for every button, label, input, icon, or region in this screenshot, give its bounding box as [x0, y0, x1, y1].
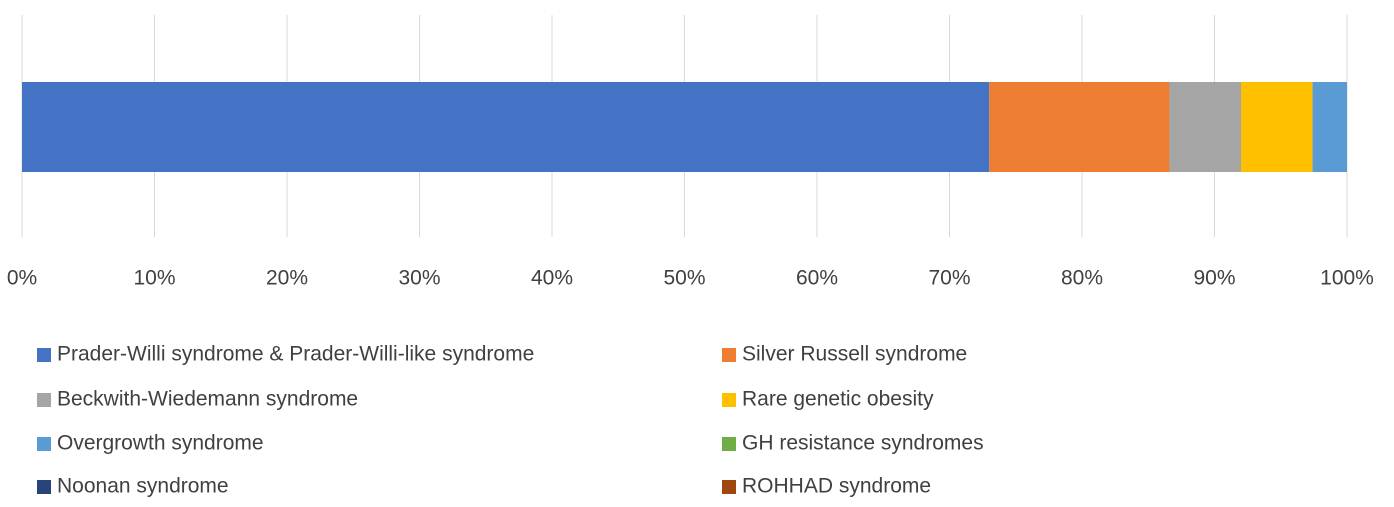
bar-segment — [1169, 82, 1241, 172]
x-tick-label: 30% — [398, 267, 440, 290]
bar-segment — [1241, 82, 1313, 172]
x-tick-label: 50% — [663, 267, 705, 290]
legend-swatch — [722, 480, 736, 494]
x-tick-label: 60% — [796, 267, 838, 290]
x-tick-label: 10% — [133, 267, 175, 290]
x-tick-label: 70% — [928, 267, 970, 290]
legend-swatch — [37, 480, 51, 494]
x-tick-label: 100% — [1320, 267, 1374, 290]
legend-label: Noonan syndrome — [57, 475, 229, 498]
legend-label: Silver Russell syndrome — [742, 343, 967, 366]
bar-segment — [989, 82, 1170, 172]
legend-label: GH resistance syndromes — [742, 432, 984, 455]
legend-swatch — [722, 393, 736, 407]
bar-segment — [1312, 82, 1347, 172]
legend-label: Prader-Willi syndrome & Prader-Willi-lik… — [57, 343, 534, 366]
x-tick-label: 20% — [266, 267, 308, 290]
legend-swatch — [37, 393, 51, 407]
legend-swatch — [37, 437, 51, 451]
legend-swatch — [722, 437, 736, 451]
legend-label: Rare genetic obesity — [742, 388, 934, 411]
legend-label: ROHHAD syndrome — [742, 475, 931, 498]
bar-segment — [22, 82, 990, 172]
x-tick-label: 80% — [1061, 267, 1103, 290]
x-tick-label: 90% — [1193, 267, 1235, 290]
x-tick-label: 40% — [531, 267, 573, 290]
x-tick-label: 0% — [7, 267, 37, 290]
legend-swatch — [37, 348, 51, 362]
legend-swatch — [722, 348, 736, 362]
legend-label: Overgrowth syndrome — [57, 432, 264, 455]
legend-label: Beckwith-Wiedemann syndrome — [57, 388, 358, 411]
